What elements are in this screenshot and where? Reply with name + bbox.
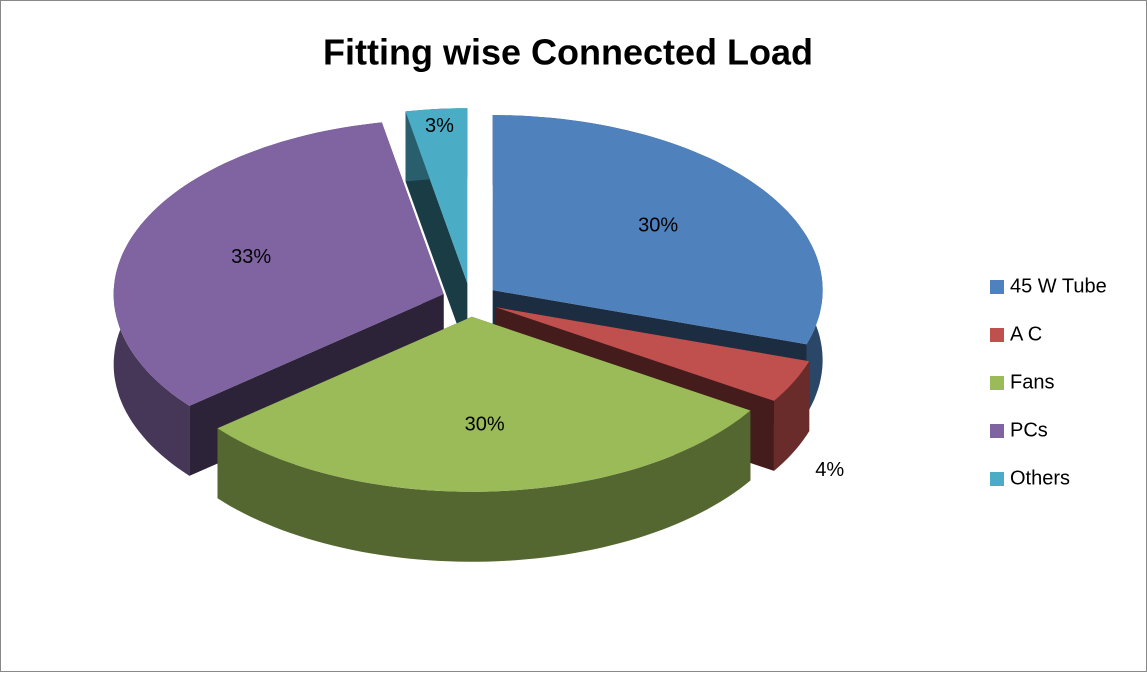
chart-title: Fitting wise Connected Load bbox=[323, 32, 813, 73]
legend-label: 45 W Tube bbox=[1010, 275, 1107, 297]
data-label: 30% bbox=[465, 413, 505, 435]
legend-swatch bbox=[990, 424, 1004, 438]
slice bbox=[217, 316, 751, 562]
legend-label: PCs bbox=[1010, 419, 1048, 441]
slice bbox=[405, 108, 468, 354]
slice bbox=[492, 115, 823, 345]
legend-swatch bbox=[990, 328, 1004, 342]
slice bbox=[113, 122, 444, 406]
data-label: 4% bbox=[815, 459, 844, 481]
slice bbox=[495, 307, 810, 401]
legend-swatch bbox=[990, 472, 1004, 486]
slice bbox=[217, 316, 751, 492]
legend-label: A C bbox=[1010, 323, 1042, 345]
legend-label: Fans bbox=[1010, 371, 1054, 393]
slice bbox=[405, 108, 468, 284]
legend-swatch bbox=[990, 280, 1004, 294]
data-label: 3% bbox=[425, 115, 454, 137]
slice-side bbox=[774, 361, 810, 471]
legend-label: Others bbox=[1010, 467, 1070, 489]
data-label: 33% bbox=[231, 246, 271, 268]
legend-swatch bbox=[990, 376, 1004, 390]
slice-side bbox=[217, 410, 751, 562]
data-label: 30% bbox=[638, 215, 678, 237]
